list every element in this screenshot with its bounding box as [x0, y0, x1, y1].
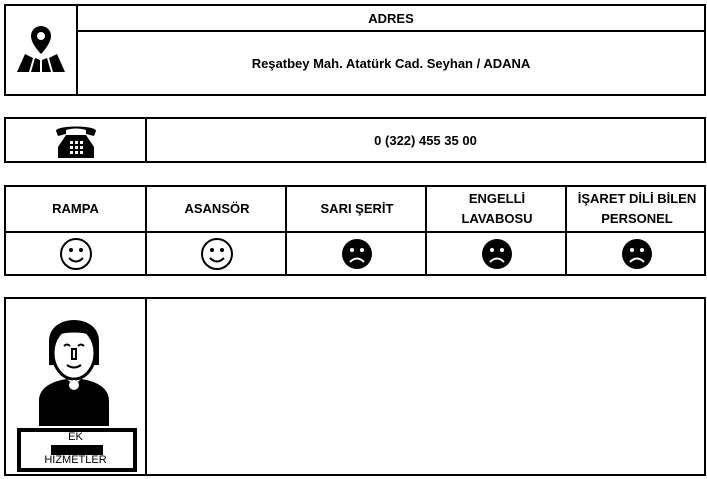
smiley-icon [148, 233, 286, 274]
accessibility-table: RAMPA ASANSÖR SARI ŞERİT ENGELLİ LAVABOSU İŞ… [4, 185, 706, 276]
address-title: ADRES [368, 10, 414, 26]
sign-top-text: EK [68, 431, 83, 443]
address-value: Reşatbey Mah. Atatürk Cad. Seyhan / ADAN… [251, 55, 531, 71]
extra-services-person-icon: EK HİZMETLER [6, 299, 145, 474]
smiley-icon [6, 233, 145, 274]
extra-services-box: EK HİZMETLER [4, 297, 706, 476]
feature-label: İŞARET DİLİ BİLEN PERSONEL [577, 191, 697, 226]
frown-icon [428, 233, 566, 274]
telephone-icon [6, 119, 145, 161]
address-box: ADRES Reşatbey Mah. Atatürk Cad. Seyhan … [4, 4, 706, 96]
feature-label: ENGELLİ LAVABOSU [461, 191, 533, 226]
phone-box: 0 (322) 455 35 00 [4, 117, 706, 163]
phone-number[interactable]: 0 (322) 455 35 00 [374, 132, 477, 148]
map-pin-icon [6, 6, 76, 94]
sign-bottom-text: HİZMETLER [44, 454, 107, 466]
feature-label: ASANSÖR [184, 201, 250, 216]
frown-icon [568, 233, 706, 274]
feature-label: SARI ŞERİT [320, 201, 394, 216]
extra-services-content [147, 299, 704, 474]
feature-label: RAMPA [52, 201, 99, 216]
frown-icon [288, 233, 426, 274]
